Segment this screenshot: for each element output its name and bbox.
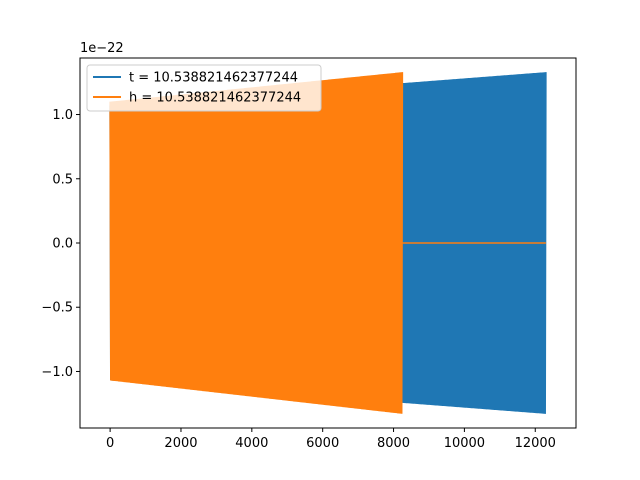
x-tick-label-5: 10000 — [444, 436, 485, 451]
x-tick-label-6: 12000 — [515, 436, 556, 451]
series-1 — [109, 72, 546, 414]
y-tick-label-2: 0.0 — [52, 237, 73, 252]
series-layer — [109, 72, 547, 414]
legend-label-0: t = 10.538821462377244 — [129, 71, 298, 86]
y-tick-label-1: −0.5 — [41, 301, 73, 316]
x-tick-label-0: 0 — [106, 436, 114, 451]
legend-box — [86, 64, 322, 112]
y-offset-label: 1e−22 — [80, 41, 124, 56]
y-tick-label-3: 0.5 — [52, 172, 73, 187]
y-axis: −1.0 −0.5 0.0 0.5 1.0 — [41, 108, 80, 380]
x-tick-label-3: 6000 — [306, 436, 339, 451]
x-tick-label-4: 8000 — [377, 436, 410, 451]
legend-label-1: h = 10.538821462377244 — [129, 91, 301, 106]
series-line-1 — [109, 72, 404, 414]
legend: t = 10.538821462377244 h = 10.53882146237… — [86, 64, 322, 112]
y-tick-label-0: −1.0 — [41, 365, 73, 380]
x-tick-label-2: 4000 — [235, 436, 268, 451]
y-tick-label-4: 1.0 — [52, 108, 73, 123]
x-tick-label-1: 2000 — [164, 436, 197, 451]
x-axis: 0 2000 4000 6000 8000 10000 12000 — [106, 428, 556, 451]
